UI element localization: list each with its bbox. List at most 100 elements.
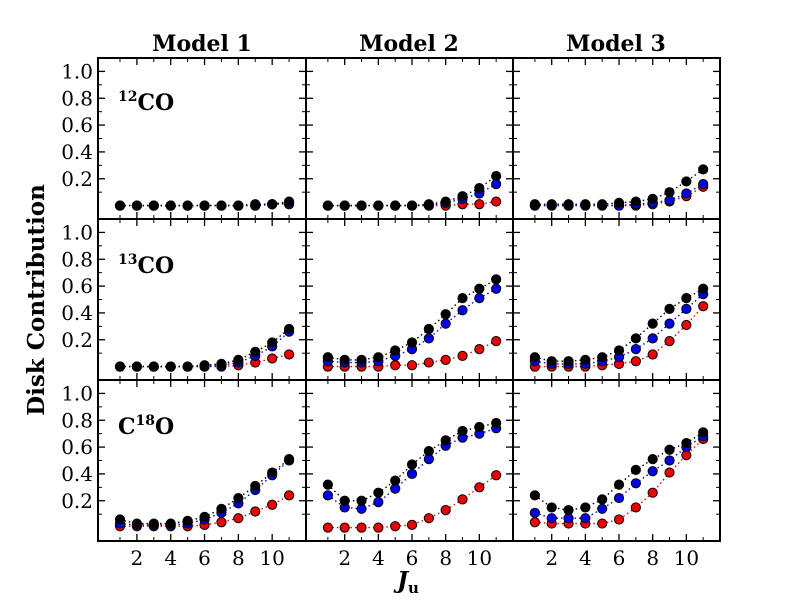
data-point-black xyxy=(131,200,142,211)
data-point-red xyxy=(597,518,608,529)
panel-frame xyxy=(97,57,307,220)
y-tick-label: 0.6 xyxy=(61,435,93,459)
data-point-black xyxy=(114,514,126,525)
data-point-black xyxy=(250,346,261,357)
data-point-black xyxy=(322,200,333,211)
molecule-c18o-sup: 18 xyxy=(136,413,155,429)
data-point-black xyxy=(199,511,210,522)
molecule-12co-text: CO xyxy=(137,90,174,116)
data-point-blue xyxy=(474,293,485,304)
data-point-red xyxy=(373,522,384,533)
data-point-black xyxy=(491,417,502,429)
y-tick-label: 0.2 xyxy=(61,167,93,191)
series-line-black xyxy=(120,200,290,207)
data-point-red xyxy=(457,350,468,361)
data-point-black xyxy=(630,333,641,344)
data-point-black xyxy=(613,197,625,208)
data-point-black xyxy=(491,274,502,285)
series-line-black xyxy=(327,175,497,207)
data-point-blue xyxy=(664,455,675,466)
data-point-black xyxy=(630,464,641,475)
molecule-c18o-pre: C xyxy=(118,414,136,440)
data-point-black xyxy=(698,164,709,175)
data-point-red xyxy=(216,517,227,528)
data-point-black xyxy=(529,490,540,501)
data-point-black xyxy=(698,427,709,438)
data-point-black xyxy=(406,459,418,470)
data-point-red xyxy=(491,335,502,347)
y-tick-label: 0.8 xyxy=(61,247,93,271)
data-point-black xyxy=(182,361,193,372)
data-point-black xyxy=(373,352,384,363)
data-point-black xyxy=(406,200,418,211)
data-point-red xyxy=(630,356,641,367)
y-tick-label: 0.4 xyxy=(61,140,93,164)
series-line-black xyxy=(534,168,704,205)
data-point-black xyxy=(216,503,227,514)
x-tick-label: 6 xyxy=(613,546,626,570)
data-point-red xyxy=(283,490,295,501)
series-line-blue xyxy=(119,459,290,526)
x-tick-label: 10 xyxy=(674,546,699,570)
data-point-black xyxy=(580,199,591,210)
data-point-black xyxy=(474,421,485,433)
data-point-red xyxy=(613,514,625,525)
data-point-black xyxy=(339,495,350,506)
molecule-c18o-text: O xyxy=(155,414,174,440)
data-point-black xyxy=(630,196,641,207)
data-point-black xyxy=(390,200,401,211)
data-point-black xyxy=(529,199,540,210)
data-point-black xyxy=(406,337,418,348)
data-point-red xyxy=(474,482,485,493)
x-tick-label: 2 xyxy=(338,546,351,570)
y-tick-label: 1.0 xyxy=(61,220,93,244)
data-point-black xyxy=(580,354,591,365)
x-tick-label: 8 xyxy=(439,546,452,570)
data-point-black xyxy=(283,323,295,335)
data-point-red xyxy=(698,301,709,312)
y-tick-label: 1.0 xyxy=(61,59,93,83)
panel-r2-c3 xyxy=(512,218,721,381)
data-point-black xyxy=(182,200,193,211)
data-point-black xyxy=(267,337,278,348)
data-point-black xyxy=(647,318,658,329)
data-point-black xyxy=(423,323,434,335)
data-point-black xyxy=(681,293,692,304)
data-point-red xyxy=(390,360,401,371)
data-point-blue xyxy=(491,283,502,294)
molecule-label-13co: 13CO xyxy=(118,252,174,279)
x-axis-label-main: J xyxy=(393,567,410,594)
data-point-black xyxy=(339,200,350,211)
x-tick-label: 4 xyxy=(164,546,177,570)
data-point-black xyxy=(457,191,468,202)
data-point-black xyxy=(114,200,126,211)
data-point-black xyxy=(267,467,278,478)
data-point-black xyxy=(165,518,176,529)
data-point-black xyxy=(356,200,367,211)
data-point-black xyxy=(491,170,502,182)
data-point-black xyxy=(250,199,261,210)
molecule-12co-sup: 12 xyxy=(118,89,137,105)
molecule-13co-text: CO xyxy=(137,253,174,279)
data-point-blue xyxy=(597,503,608,514)
data-point-red xyxy=(440,505,451,516)
data-point-red xyxy=(339,522,350,533)
data-point-black xyxy=(613,479,625,490)
data-point-blue xyxy=(406,468,418,480)
y-tick-label: 0.8 xyxy=(61,408,93,432)
data-point-black xyxy=(250,480,261,492)
panel-r2-c1: 0.2 0.4 0.6 0.8 1.0 xyxy=(61,218,307,381)
x-tick-label: 10 xyxy=(467,546,492,570)
data-point-black xyxy=(440,309,451,320)
data-point-blue xyxy=(647,333,658,344)
data-point-red xyxy=(647,487,658,498)
molecule-label-12co: 12CO xyxy=(118,89,174,116)
column-title-model-3: Model 3 xyxy=(566,31,666,57)
data-point-red xyxy=(647,349,658,360)
data-point-blue xyxy=(580,513,591,524)
data-point-black xyxy=(546,199,557,210)
data-point-blue xyxy=(546,513,557,524)
panel-frame xyxy=(512,379,721,542)
data-point-red xyxy=(406,360,418,371)
